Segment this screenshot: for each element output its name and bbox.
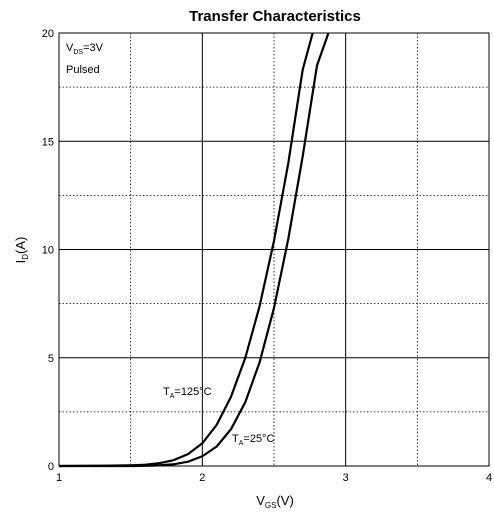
plot-frame (58, 32, 490, 467)
y-tick-label: 0 (48, 461, 54, 473)
condition-pulsed: Pulsed (66, 64, 100, 76)
tick-labels: 1 2 3 4 0 5 10 15 20 (42, 28, 492, 484)
y-tick-label: 20 (42, 28, 54, 40)
x-axis-label: VGS(V) (256, 493, 294, 510)
series-label-125c: TA=125°C (163, 386, 212, 400)
x-tick-label: 2 (199, 472, 205, 484)
x-tick-label: 4 (486, 472, 492, 484)
x-tick-label: 3 (343, 472, 349, 484)
condition-vds: VDS=3V (66, 42, 104, 56)
y-tick-label: 15 (42, 136, 54, 148)
y-tick-label: 5 (48, 353, 54, 365)
grid (58, 32, 490, 467)
chart-title: Transfer Characteristics (189, 8, 361, 25)
y-axis-label: ID(A) (13, 237, 30, 264)
y-tick-label: 10 (42, 245, 54, 257)
x-tick-label: 1 (56, 472, 62, 484)
series-label-25c: TA=25°C (232, 433, 274, 447)
